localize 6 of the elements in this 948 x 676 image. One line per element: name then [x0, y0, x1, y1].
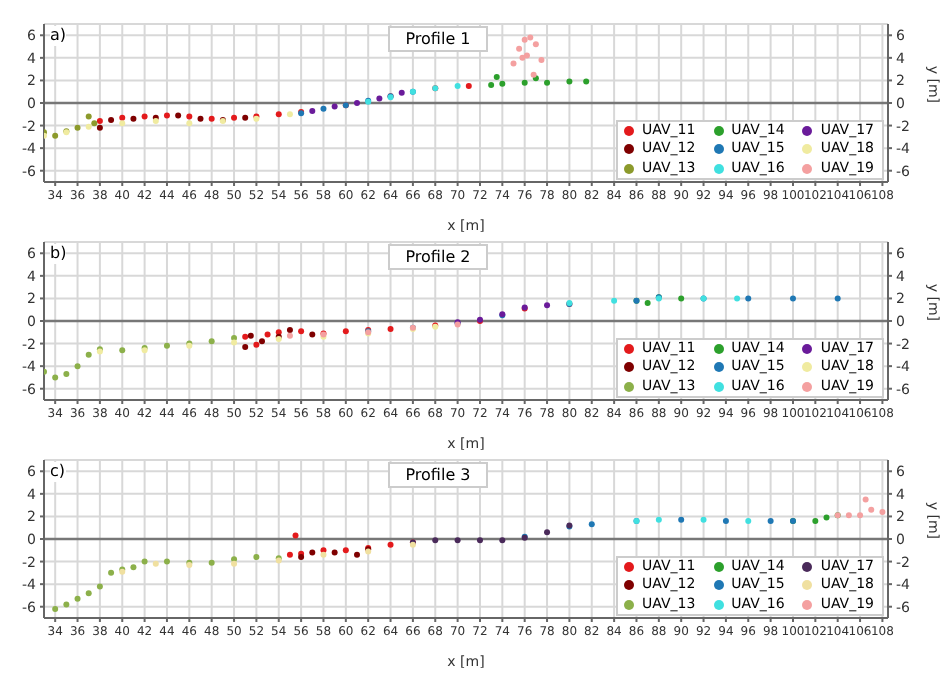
annotation: b) — [50, 244, 67, 264]
chart-title: Profile 1 — [388, 26, 488, 52]
chart-title: Profile 2 — [388, 244, 488, 270]
annotation: a) — [50, 26, 67, 46]
annotation: c) — [50, 462, 66, 482]
chart-title: Profile 3 — [388, 462, 488, 488]
